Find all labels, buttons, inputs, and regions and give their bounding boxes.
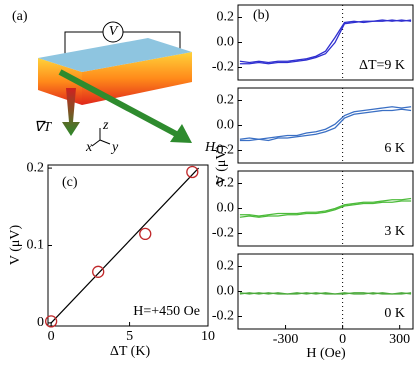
y-axis-label: V (μV): [8, 225, 23, 266]
y-tick-label: 0.2: [217, 176, 235, 191]
data-line: [239, 106, 412, 140]
y-tick-label: 0.0: [217, 118, 235, 133]
data-point: [186, 165, 199, 179]
y-tick-label: -0.2: [212, 143, 234, 158]
data-line: [239, 197, 412, 217]
voltmeter: [102, 21, 124, 43]
annotation: 3 K: [384, 224, 405, 239]
voltage-label: V: [109, 24, 119, 39]
x-axis-label: ΔT (K): [110, 344, 151, 359]
field-label: H: [204, 140, 216, 155]
y-tick-label: -0.2: [212, 60, 234, 75]
y-tick-label: 0: [37, 315, 44, 330]
annotation: 6 K: [384, 141, 405, 156]
y-tick-label: -0.2: [212, 226, 234, 241]
data-point: [92, 265, 105, 278]
data-point: [139, 227, 152, 241]
diagram: V (a) ∇T H x z y: [12, 9, 216, 155]
data-line: [239, 292, 412, 295]
data-line: [239, 19, 412, 64]
slab-top: [38, 38, 192, 72]
wire: [123, 31, 181, 50]
fit-line: [50, 167, 200, 324]
y-tick-label: 0.1: [27, 238, 45, 253]
y-tick-label: 0.0: [217, 35, 235, 50]
axis-x: [91, 139, 101, 147]
gradient-arrow: [62, 88, 80, 136]
data-point: [44, 315, 58, 328]
data-line: [239, 292, 412, 295]
annotation: ΔT=9 K: [359, 58, 405, 73]
axis-y: [99, 139, 111, 145]
annotation: 0 K: [384, 306, 405, 321]
panel-label: (c): [62, 175, 78, 190]
y-tick-label: 0.2: [217, 10, 235, 25]
y-tick-label: 0.0: [217, 284, 235, 299]
panel-label: (a): [12, 9, 28, 24]
x-tick-label: -300: [273, 332, 299, 347]
field-arrowhead: [170, 124, 192, 143]
field-arrow: [58, 69, 180, 138]
y-tick-label: 0.2: [217, 259, 235, 274]
x-tick-label: 10: [201, 329, 215, 344]
x-tick-label: 5: [126, 329, 133, 344]
x-tick-label: 0: [339, 332, 346, 347]
slab-front: [82, 52, 192, 105]
y-tick-label: 0.2: [27, 160, 45, 175]
y-tick-label: -0.2: [212, 309, 234, 324]
panel-label: (b): [253, 8, 270, 23]
y-tick-label: 0.0: [217, 201, 235, 216]
gradient-label: ∇T: [34, 120, 52, 135]
axis-label: z: [102, 118, 109, 133]
x-tick-label: 300: [389, 332, 410, 347]
axis-label: y: [110, 140, 119, 155]
annotation: H=+450 Oe: [133, 304, 200, 319]
data-line: [239, 108, 412, 142]
x-axis-label: H (Oe): [306, 346, 346, 361]
wire: [64, 31, 103, 58]
axis-label: x: [85, 140, 93, 155]
x-tick-label: 0: [48, 329, 55, 344]
data-line: [239, 200, 412, 218]
y-tick-label: 0.2: [217, 93, 235, 108]
data-line: [239, 19, 412, 65]
y-axis-label: V (μV): [214, 145, 229, 186]
